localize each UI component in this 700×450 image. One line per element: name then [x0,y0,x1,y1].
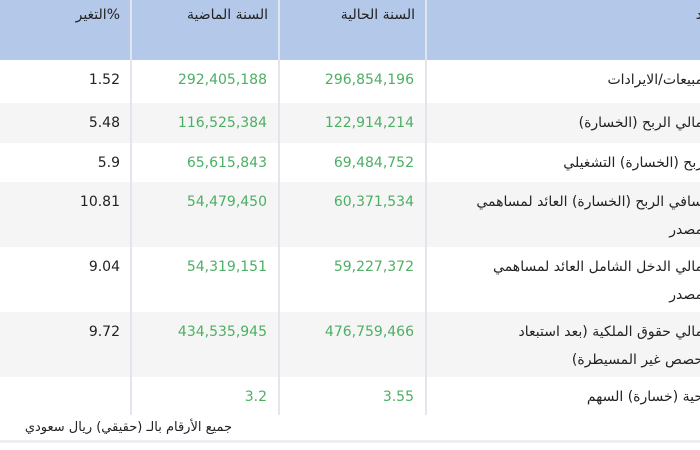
table-row: 1.52 292,405,188 296,854,196 مبيعات/الايراد… [0,60,700,103]
table-row: 5.9 65,615,843 69,484,752 ربح (الخسارة) الت… [0,143,700,182]
item-label: سافي الربح (الخسارة) العائد لمساهمي مصدر [476,188,700,244]
value-cell: 54,319,151 [186,259,267,275]
value-cell: 116,525,384 [177,115,267,131]
item-label-line: مصدر [669,287,700,303]
value-cell: 476,759,466 [324,324,414,340]
header-last-year-label: السنة الماضية [187,7,268,23]
table-row: 9.04 54,319,151 59,227,372 مالي الدخل الشام… [0,247,700,312]
header-change: التغير% [0,0,130,60]
value-cell: 3.2 [244,389,267,405]
change-value: 9.04 [88,259,120,275]
item-label-line: مالي الربح (الخسارة) [578,115,700,131]
item-label: مبيعات/الايرادات [607,68,700,92]
value-cell: 292,405,188 [177,72,267,88]
value-cell: 434,535,945 [177,324,267,340]
value-cell: 59,227,372 [333,259,414,275]
table-row: 3.2 3.55 حية (خسارة) السهم [0,377,700,415]
value-cell: 3.55 [382,389,414,405]
item-label-line: مصدر [669,222,700,238]
item-label-line: مبيعات/الايرادات [607,72,700,88]
item-label: مالي الدخل الشامل العائد لمساهمي مصدر [493,253,700,309]
value-cell: 69,484,752 [333,155,414,171]
item-label-line: حصص غير المسيطرة) [571,352,700,368]
item-label: ربح (الخسارة) التشغيلي [563,151,700,175]
change-value: 5.48 [88,115,120,131]
header-last-year: السنة الماضية [132,0,278,60]
change-value: 1.52 [88,72,120,88]
change-value: 10.81 [79,194,120,210]
table-row: 9.72 434,535,945 476,759,466 مالي حقوق المل… [0,312,700,377]
item-label-line: حية (خسارة) السهم [586,389,700,405]
item-label: مالي الربح (الخسارة) [579,111,700,135]
column-divider [278,0,280,415]
column-divider [425,0,427,415]
item-label-line: مالي الدخل الشامل العائد لمساهمي [493,259,700,275]
header-item-label: د [695,7,700,23]
header-current-year-label: السنة الحالية [340,7,415,23]
bottom-divider [0,440,700,443]
header-current-year: السنة الحالية [280,0,425,60]
item-label: مالي حقوق الملكية (بعد استبعاد حصص غير ال… [519,318,700,374]
value-cell: 65,615,843 [186,155,267,171]
item-label: حية (خسارة) السهم [587,385,700,409]
table-row: 5.48 116,525,384 122,914,214 مالي الربح (ال… [0,103,700,143]
item-label-line: سافي الربح (الخسارة) العائد لمساهمي [476,194,700,210]
value-cell: 54,479,450 [186,194,267,210]
value-cell: 122,914,214 [324,115,414,131]
value-cell: 296,854,196 [324,72,414,88]
item-label-line: مالي حقوق الملكية (بعد استبعاد [518,324,700,340]
column-divider [130,0,132,415]
footnote: جميع الأرقام بالـ (حقيقي) ريال سعودي [24,420,232,435]
value-cell: 60,371,534 [333,194,414,210]
header-item: د [427,0,700,60]
change-value: 5.9 [97,155,120,171]
change-value: 9.72 [88,324,120,340]
table-row: 10.81 54,479,450 60,371,534 سافي الربح (الخ… [0,182,700,247]
header-change-label: التغير% [75,7,120,23]
item-label-line: ربح (الخسارة) التشغيلي [563,155,700,171]
